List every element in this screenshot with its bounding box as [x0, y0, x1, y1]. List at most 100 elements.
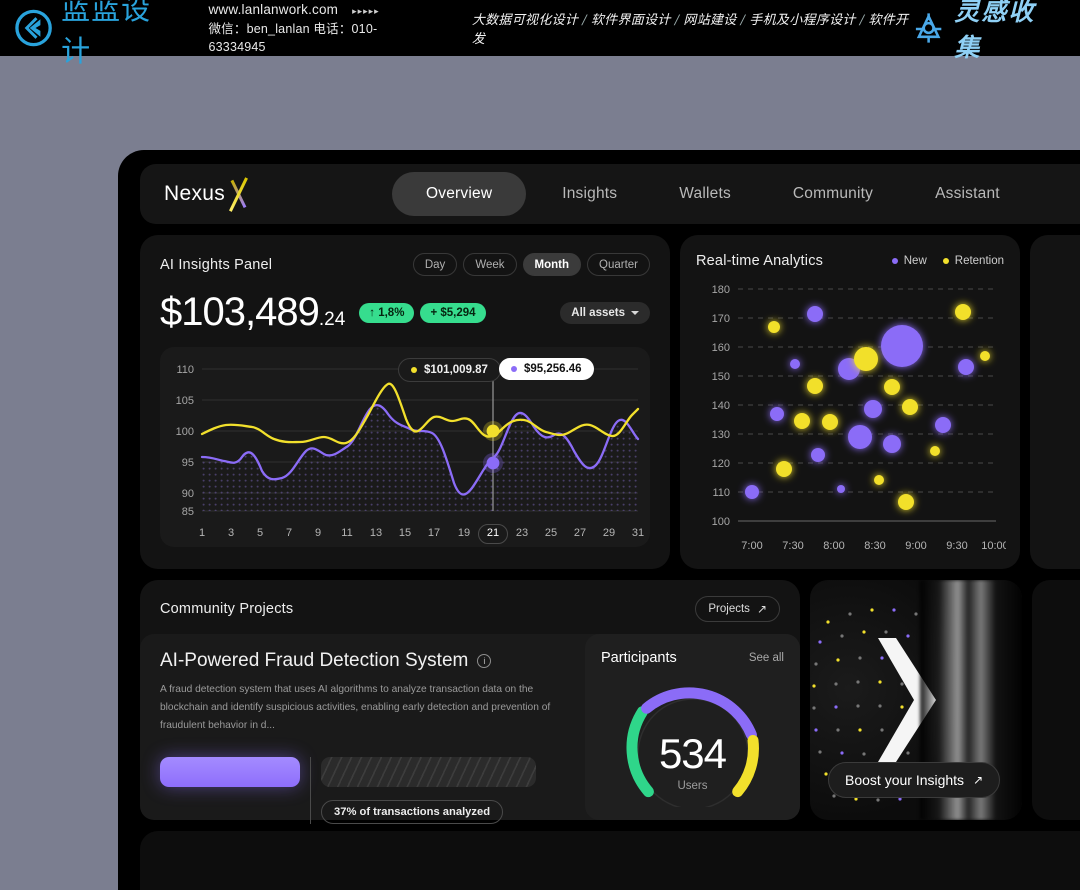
gauge-svg — [626, 687, 759, 807]
portfolio-line-chart[interactable]: 110 105 100 95 90 85 — [160, 347, 650, 547]
side-card-partial[interactable] — [1030, 235, 1080, 569]
svg-text:150: 150 — [712, 371, 730, 383]
inspiration-star-icon — [916, 13, 942, 43]
svg-text:9:30: 9:30 — [946, 540, 967, 552]
svg-text:23: 23 — [516, 527, 528, 539]
svg-text:9:00: 9:00 — [905, 540, 926, 552]
period-day[interactable]: Day — [412, 253, 458, 276]
svg-text:5: 5 — [257, 527, 263, 539]
svg-text:29: 29 — [603, 527, 615, 539]
realtime-scatter-svg[interactable]: 180 170 160 150 140 130 120 110 100 — [696, 277, 1009, 562]
svg-text:9: 9 — [315, 527, 321, 539]
svg-text:17: 17 — [428, 527, 440, 539]
svg-text:180: 180 — [712, 284, 730, 296]
dashboard-row-top: AI Insights Panel Day Week Month Quarter… — [140, 235, 1080, 569]
svg-text:170: 170 — [712, 313, 730, 325]
ai-insights-title: AI Insights Panel — [160, 256, 273, 273]
inspiration-brand-text: 灵感收集 — [954, 0, 1036, 62]
svg-text:100: 100 — [712, 516, 730, 528]
svg-text:95: 95 — [182, 457, 194, 469]
progress-bar-remaining — [321, 756, 536, 787]
dashboard-row-bottom: Community Projects Projects ↗ AI-Powered… — [140, 580, 1080, 824]
svg-text:19: 19 — [458, 527, 470, 539]
tooltip-yellow: $101,009.87 — [398, 358, 501, 382]
legend-retention: Retention — [942, 255, 1004, 267]
service-0: 大数据可视化设计 — [471, 13, 579, 28]
period-week[interactable]: Week — [463, 253, 517, 276]
svg-text:7:00: 7:00 — [741, 540, 762, 552]
tooltip-purple-value: $95,256.46 — [524, 363, 582, 375]
service-2: 网站建设 — [683, 13, 737, 28]
promo-services: 大数据可视化设计 / 软件界面设计 / 网站建设 / 手机及小程序设计 / 软件开发 — [471, 13, 909, 47]
app-brand: Nexus — [164, 177, 250, 212]
projects-button-label: Projects — [708, 603, 750, 615]
svg-text:105: 105 — [176, 395, 194, 407]
project-title: AI-Powered Fraud Detection System — [160, 650, 469, 671]
svg-text:100: 100 — [176, 426, 194, 438]
tab-wallets[interactable]: Wallets — [679, 185, 731, 202]
tab-overview[interactable]: Overview — [392, 172, 527, 216]
bottom-card-partial[interactable] — [140, 831, 1080, 890]
period-quarter[interactable]: Quarter — [587, 253, 650, 276]
portfolio-amount-cents: .24 — [318, 309, 346, 330]
promo-contact: www.lanlanwork.com ▸▸▸▸▸ 微信：ben_lanlan 电… — [208, 0, 429, 56]
portfolio-amount: $103,489.24 — [160, 290, 345, 335]
arrow-up-right-icon: ↗ — [756, 602, 767, 616]
participants-title: Participants — [601, 650, 677, 666]
chevron-down-icon — [631, 310, 639, 315]
svg-text:31: 31 — [632, 527, 644, 539]
projects-button[interactable]: Projects ↗ — [695, 596, 780, 622]
svg-text:10:00: 10:00 — [981, 540, 1006, 552]
percent-change-badge: ↑ 1,8% — [359, 302, 415, 323]
tab-assistant[interactable]: Assistant — [935, 185, 1000, 202]
svg-text:8:00: 8:00 — [823, 540, 844, 552]
boost-insights-card[interactable]: Boost your Insights ↗ — [810, 580, 1022, 820]
see-all-link[interactable]: See all — [748, 652, 784, 664]
side-card-partial-bottom[interactable] — [1032, 580, 1080, 820]
period-month[interactable]: Month — [522, 253, 581, 276]
realtime-legend: New Retention — [891, 255, 1004, 267]
svg-text:11: 11 — [341, 527, 352, 539]
legend-new-dot — [891, 258, 898, 264]
nexus-x-icon — [226, 177, 250, 212]
promo-website: www.lanlanwork.com — [208, 2, 339, 18]
progress-label: 37% of transactions analyzed — [321, 799, 504, 824]
ai-insights-card: AI Insights Panel Day Week Month Quarter… — [140, 235, 670, 569]
lanlan-logo: 蓝蓝设计 — [14, 0, 178, 70]
promo-banner: 蓝蓝设计 www.lanlanwork.com ▸▸▸▸▸ 微信：ben_lan… — [0, 0, 1080, 68]
promo-contact-line: 微信：ben_lanlan 电话：010-63334945 — [208, 21, 378, 54]
svg-text:8:30: 8:30 — [864, 540, 885, 552]
svg-text:13: 13 — [370, 527, 382, 539]
tab-insights[interactable]: Insights — [562, 185, 618, 202]
service-3: 手机及小程序设计 — [749, 13, 856, 28]
participants-unit: Users — [677, 780, 708, 792]
project-detail: AI-Powered Fraud Detection System i A fr… — [140, 634, 800, 824]
tab-community[interactable]: Community — [792, 185, 874, 202]
info-icon[interactable]: i — [477, 654, 492, 668]
svg-text:7:30: 7:30 — [782, 540, 803, 552]
arrow-up-right-icon-boost: ↗ — [973, 773, 984, 787]
community-title: Community Projects — [160, 601, 294, 617]
svg-text:3: 3 — [228, 527, 234, 539]
progress-bar-fill — [160, 756, 300, 787]
lanlan-logo-icon — [15, 9, 52, 47]
selected-day-pill[interactable] — [478, 524, 508, 544]
legend-new-label: New — [903, 255, 927, 267]
project-description: A fraud detection system that uses AI al… — [160, 684, 551, 731]
realtime-analytics-card: Real-time Analytics New Retention — [680, 235, 1020, 569]
svg-text:15: 15 — [399, 527, 411, 539]
portfolio-amount-main: $103,489 — [160, 290, 320, 334]
delta-chips: ↑ 1,8% + $5,294 — [359, 302, 486, 323]
svg-text:7: 7 — [286, 527, 292, 539]
participants-card: Participants See all 534 Users — [585, 634, 800, 820]
boost-insights-button[interactable]: Boost your Insights ↗ — [828, 762, 1001, 798]
assets-filter-dropdown[interactable]: All assets — [560, 301, 650, 324]
svg-text:110: 110 — [712, 487, 730, 499]
svg-text:120: 120 — [712, 458, 730, 470]
service-1: 软件界面设计 — [590, 13, 671, 28]
realtime-title: Real-time Analytics — [696, 253, 824, 269]
svg-text:140: 140 — [712, 400, 730, 412]
legend-new: New — [891, 255, 927, 267]
svg-text:160: 160 — [712, 342, 730, 354]
svg-text:85: 85 — [182, 506, 194, 518]
